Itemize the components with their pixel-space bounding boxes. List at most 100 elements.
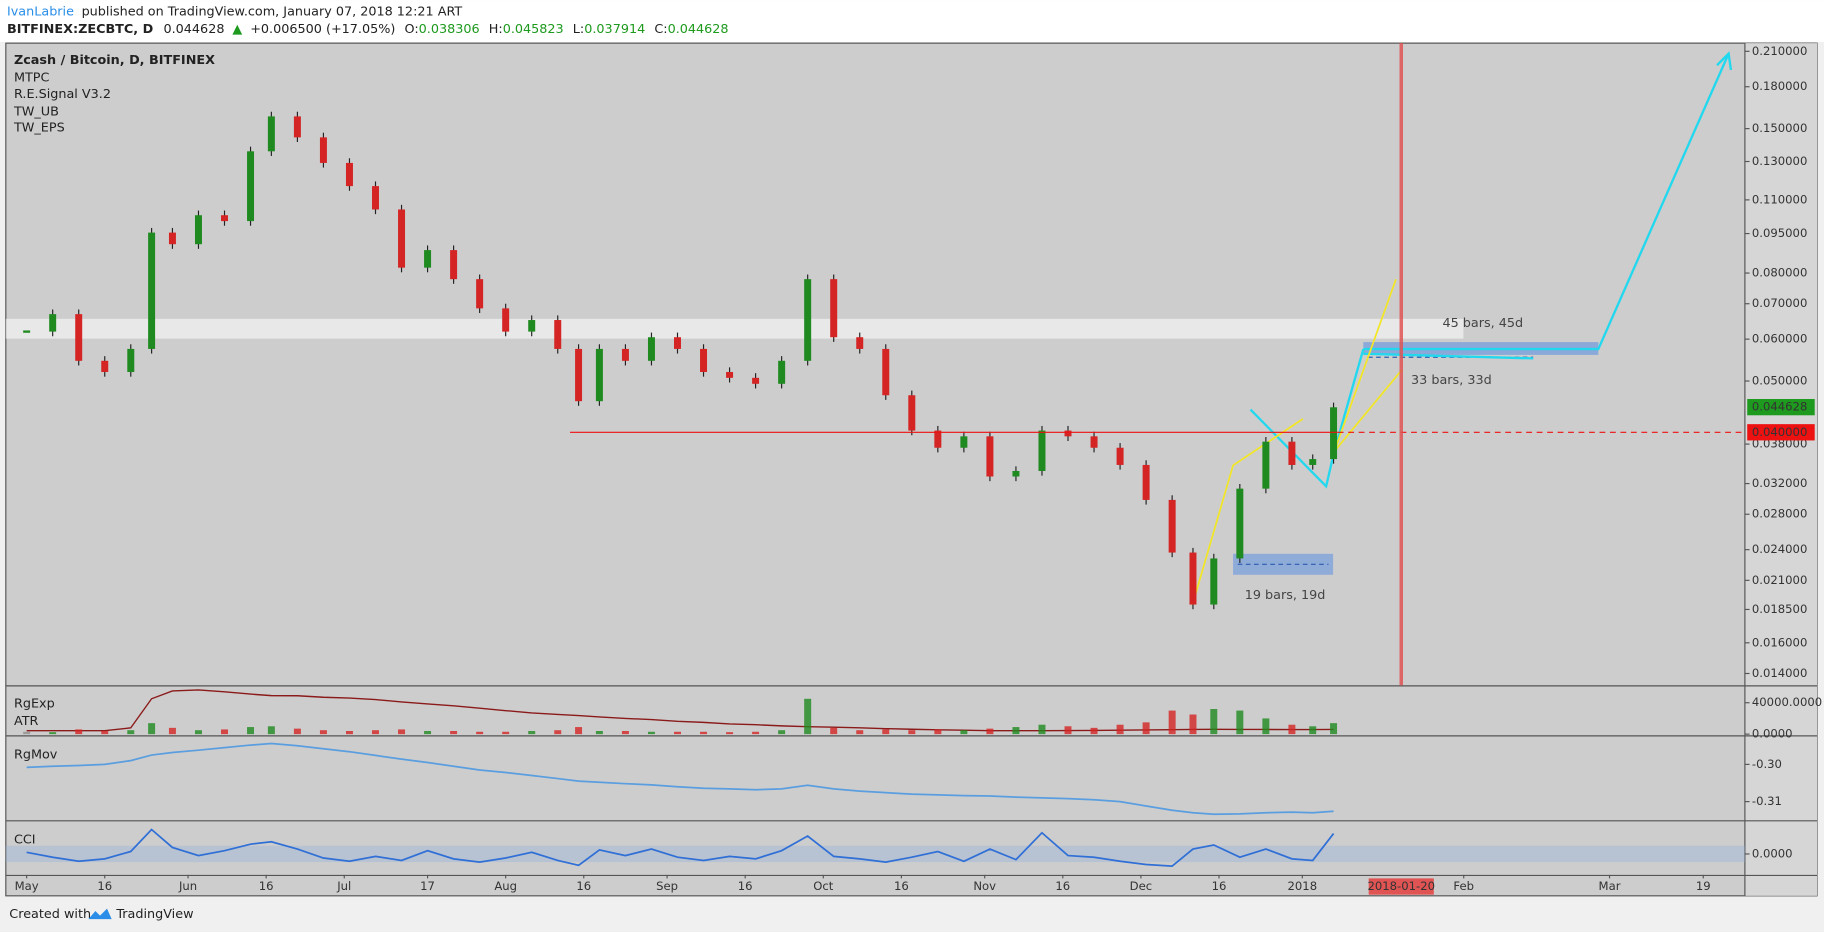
x-tick-label: 16 <box>1212 879 1227 893</box>
candle <box>778 360 786 384</box>
y-tick-label: 0.060000 <box>1752 332 1807 346</box>
volume-bar <box>856 730 864 735</box>
pane-title: RgExp <box>14 696 55 711</box>
ohlc-key: O: <box>405 22 419 37</box>
x-tick-label: 16 <box>259 879 274 893</box>
volume-bar <box>1142 722 1150 735</box>
volume-bar <box>23 731 31 735</box>
y-tick-label: 0.018500 <box>1752 602 1807 616</box>
footer-text: Created with <box>9 907 91 922</box>
candle <box>1038 430 1046 471</box>
y-tick-label: 0.028000 <box>1752 507 1807 521</box>
pane-title: RgMov <box>14 748 58 763</box>
x-tick-label: Dec <box>1130 879 1153 893</box>
brand[interactable]: TradingView <box>115 907 193 922</box>
indicator-line <box>26 742 1334 816</box>
up-arrow: ▲ <box>232 22 242 37</box>
y-tick-label: 0.0000 <box>1752 727 1793 741</box>
candle <box>101 360 109 373</box>
candle <box>372 186 379 210</box>
candle <box>1309 459 1317 465</box>
volume-bar <box>319 730 327 735</box>
candle <box>319 137 327 163</box>
y-tick-label: 0.130000 <box>1752 154 1807 168</box>
resistance-zone <box>5 318 1464 339</box>
volume-bar <box>372 730 379 735</box>
candle <box>247 151 255 222</box>
candle <box>830 279 838 338</box>
arrow-head <box>1716 51 1733 71</box>
candle <box>1236 488 1244 559</box>
candle <box>476 279 484 309</box>
pane-title: ATR <box>14 714 39 729</box>
volume-bar <box>726 732 734 735</box>
marker-label: 2018-01-20 <box>1367 879 1435 893</box>
x-tick-label: Feb <box>1453 879 1474 893</box>
volume-bar <box>1236 710 1244 735</box>
volume-bar <box>908 730 916 735</box>
x-tick-label: 2018 <box>1288 879 1318 893</box>
target-arrow <box>1333 369 1403 453</box>
indicator-name: R.E.Signal V3.2 <box>14 87 111 102</box>
y-tick-label: 0.021000 <box>1752 573 1807 587</box>
candle <box>908 395 916 431</box>
candle <box>194 215 202 245</box>
y-tick-label: 0.210000 <box>1752 44 1807 58</box>
volume-bar <box>1189 714 1197 735</box>
y-tick-label: 0.180000 <box>1752 79 1807 93</box>
symbol: BITFINEX:ZECBTC, D <box>7 22 153 37</box>
candle <box>1064 430 1072 437</box>
volume-bar <box>293 728 301 735</box>
indicator-name: TW_EPS <box>13 121 65 136</box>
volume-bar <box>554 730 562 735</box>
candle <box>1262 441 1270 489</box>
volume-bar <box>1168 710 1176 735</box>
author[interactable]: IvanLabrie <box>7 4 74 19</box>
y-tick-label: 0.070000 <box>1752 296 1807 310</box>
volume-bar <box>934 729 942 735</box>
indicator-line <box>26 689 1334 732</box>
candle <box>424 250 432 268</box>
candle <box>726 372 734 378</box>
volume-bar <box>247 727 255 735</box>
candle <box>882 348 890 396</box>
candle <box>554 320 562 349</box>
volume-bar <box>1330 723 1338 735</box>
candle <box>1189 552 1197 605</box>
volume-bar <box>575 727 583 735</box>
candle <box>986 436 994 477</box>
change: +0.006500 (+17.05%) <box>250 22 395 37</box>
chart-bg <box>5 42 1818 897</box>
candle <box>1090 436 1098 448</box>
candle <box>1288 441 1296 465</box>
volume-bar <box>101 730 109 735</box>
ohlc-value: 0.037914 <box>584 22 645 37</box>
y-tick-label: 0.014000 <box>1752 666 1807 680</box>
y-tick-label: 0.150000 <box>1752 121 1807 135</box>
y-tick-label: 0.080000 <box>1752 266 1807 280</box>
volume-bar <box>1038 724 1046 735</box>
annotation: 45 bars, 45d <box>1442 316 1523 331</box>
candle <box>1330 407 1338 460</box>
volume-bar <box>1012 727 1020 735</box>
indicator-name: MTPC <box>14 71 50 86</box>
volume-bar <box>194 730 202 735</box>
candle <box>674 337 681 349</box>
ohlc-value: 0.045823 <box>503 22 564 37</box>
volume-bar <box>528 730 536 735</box>
ohlc-key: C: <box>654 22 667 37</box>
candle <box>75 314 83 361</box>
last: 0.044628 <box>163 22 224 37</box>
candle <box>345 162 353 187</box>
volume-bar <box>221 729 228 735</box>
candle <box>934 430 942 448</box>
x-tick-label: Oct <box>813 879 834 893</box>
x-tick-label: 17 <box>420 879 435 893</box>
published: published on TradingView.com, January 07… <box>82 4 463 19</box>
header-bg <box>0 0 1824 42</box>
cycle-arrow <box>1249 348 1365 489</box>
pane-title: CCI <box>14 832 36 847</box>
price-tag-bg <box>1747 398 1815 416</box>
x-tick-label: 16 <box>738 879 753 893</box>
